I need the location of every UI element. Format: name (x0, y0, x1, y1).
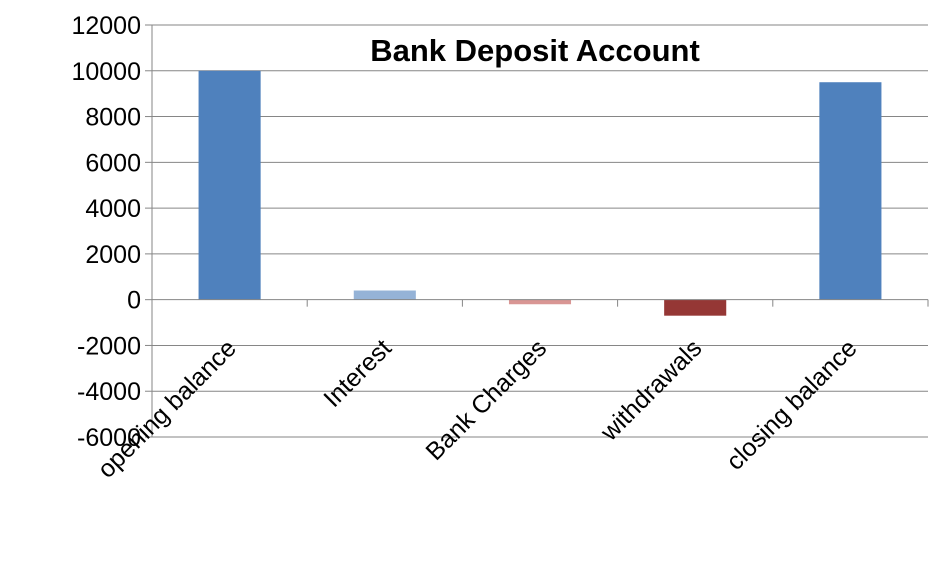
bar (353, 290, 416, 300)
y-tick-label: 0 (127, 287, 141, 315)
y-tick-labels: 12000 10000 8000 6000 4000 2000 0 -2000 -4000 -60… (71, 12, 141, 452)
category-label: Bank Charges (420, 334, 552, 466)
y-tick-label: 2000 (85, 241, 141, 269)
category-label: withdrawals (595, 334, 708, 447)
axes (145, 24, 929, 438)
y-tick-label: 6000 (85, 149, 141, 177)
chart-title: Bank Deposit Account (370, 33, 700, 68)
y-tick-label: -2000 (77, 332, 141, 360)
y-tick-label: 10000 (71, 58, 141, 86)
bar (508, 299, 572, 305)
category-labels: opening balance Interest Bank Charges withd… (92, 334, 862, 484)
bars (198, 70, 882, 316)
gridlines (152, 24, 928, 438)
y-tick-label: 4000 (85, 195, 141, 223)
y-tick-label: -4000 (77, 378, 141, 406)
bar (664, 299, 727, 316)
bar (198, 70, 261, 300)
bar (819, 82, 882, 300)
y-tick-label: 8000 (85, 104, 141, 132)
y-tick-label: 12000 (71, 12, 141, 40)
y-tick-label: -6000 (77, 424, 141, 452)
category-label: closing balance (721, 334, 863, 476)
